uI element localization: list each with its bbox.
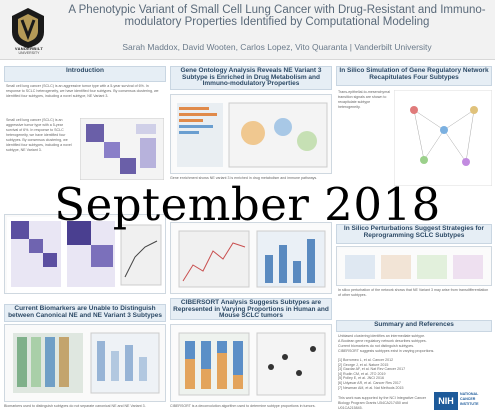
biomarker-heatmap-figure [7, 327, 165, 401]
reference-item: [6] Udyavar AR, et al. Cancer Res 2017 [338, 380, 401, 385]
section-simulation: In Silico Simulation of Gene Regulatory … [336, 66, 492, 86]
vanderbilt-oak-leaf-icon [12, 8, 44, 48]
network-figure [173, 225, 331, 293]
consensus-matrix-figure [7, 217, 165, 293]
reference-item: [4] Rudin CM, et al. JTO 2019 [338, 371, 386, 376]
perturbation-figure [339, 249, 491, 285]
consensus-matrix-panel [4, 214, 166, 294]
reference-item: [2] George J, et al. Nature 2015 [338, 362, 389, 367]
summary-item: Current biomarkers do not distinguish su… [338, 344, 415, 348]
intro-text-2: Small cell lung cancer (SCLC) is an aggr… [6, 118, 72, 152]
funding-text: This work was supported by the NCI Integ… [338, 396, 427, 410]
biomarker-panel [4, 324, 166, 402]
reference-item: [7] Newman AM, et al. Nat Methods 2015 [338, 385, 404, 390]
cibersort-figure [173, 327, 331, 401]
poster-title: A Phenotypic Variant of Small Cell Lung … [68, 4, 486, 28]
reference-item: [5] Polley E, et al. JNCI 2016 [338, 376, 384, 381]
reference-item: [1] Borromeo L, et al. Cancer 2012 [338, 358, 394, 362]
perturbation-panel [336, 246, 492, 286]
intro-text: Small cell lung cancer (SCLC) is an aggr… [6, 84, 159, 98]
network-panel [170, 222, 332, 294]
reference-item: [3] Gazdar AF, et al. Nat Rev Cancer 201… [338, 367, 406, 372]
section-biomarkers: Current Biomarkers are Unable to Disting… [4, 304, 166, 322]
summary-item: A Boolean gene regulatory network descri… [338, 339, 427, 343]
cibersort-panel [170, 324, 332, 402]
boolean-network-figure [394, 90, 492, 186]
logo-name: VANDERBILT [14, 46, 44, 51]
section-cibersort: CIBERSORT Analysis Suggests Subtypes are… [170, 298, 332, 320]
summary-item: Unbiased clustering identifies an interm… [338, 334, 426, 338]
logo-sub: UNIVERSITY [18, 51, 40, 55]
section-in-silico-perturbation: In Silico Perturbations Suggest Strategi… [336, 224, 492, 244]
poster-header: VANDERBILT UNIVERSITY A Phenotypic Varia… [0, 0, 495, 60]
summary-item: CIBERSORT suggests subtypes exist in var… [338, 349, 435, 353]
cibersort-caption: CIBERSORT is a deconvolution algorithm u… [170, 404, 316, 408]
section-gene-ontology: Gene Ontology Analysis Reveals NE Varian… [170, 66, 332, 90]
references-list: [1] Borromeo L, et al. Cancer 2012 [2] G… [338, 358, 492, 390]
poster-authors: Sarah Maddox, David Wooten, Carlos Lopez… [122, 42, 432, 52]
nci-logo-text: NATIONAL CANCER INSTITUTE [460, 392, 479, 406]
simulation-text: Trans-epithelial-to-mesenchymal transiti… [338, 90, 390, 109]
date-watermark: September 2018 [54, 178, 441, 231]
gene-ontology-panel [170, 94, 332, 174]
section-introduction: Introduction [4, 66, 166, 82]
gene-ontology-figure [173, 97, 331, 173]
gene-ontology-text: Gene enrichment shows NE variant 3 is en… [170, 176, 318, 180]
nih-logo: NIH [434, 392, 458, 410]
summary-list: Unbiased clustering identifies an interm… [338, 334, 492, 354]
clustering-heatmap-figure [80, 118, 164, 180]
biomarker-caption: Biomarkers used to distinguish subtypes … [4, 404, 146, 408]
section-summary: Summary and References [336, 320, 492, 332]
perturbation-text: In silico perturbation of the network sh… [338, 288, 489, 297]
